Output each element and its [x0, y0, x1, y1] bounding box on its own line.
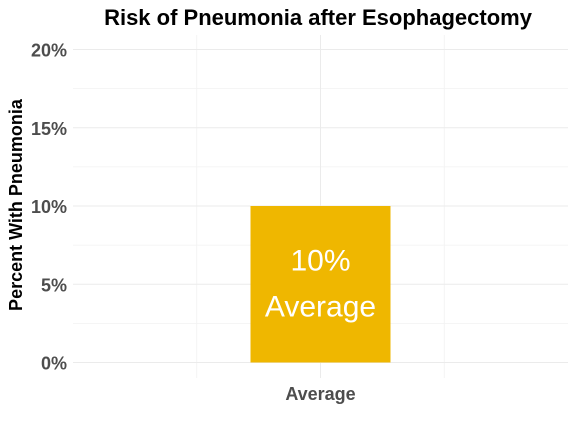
x-tick-label: Average: [285, 384, 355, 404]
y-tick-label: 15%: [31, 119, 67, 139]
y-tick-label: 20%: [31, 41, 67, 61]
y-axis-ticks: 0% 5% 10% 15% 20%: [31, 41, 67, 374]
chart-title: Risk of Pneumonia after Esophagectomy: [104, 5, 533, 30]
x-axis-ticks: Average: [285, 384, 355, 404]
bar: [251, 206, 391, 363]
y-axis-label: Percent With Pneumonia: [6, 98, 26, 311]
bars: 10% Average: [251, 206, 391, 363]
y-tick-label: 10%: [31, 197, 67, 217]
y-tick-label: 5%: [41, 275, 67, 295]
bar-category-label: Average: [265, 290, 376, 323]
y-tick-label: 0%: [41, 354, 67, 374]
bar-value-label: 10%: [290, 244, 350, 277]
